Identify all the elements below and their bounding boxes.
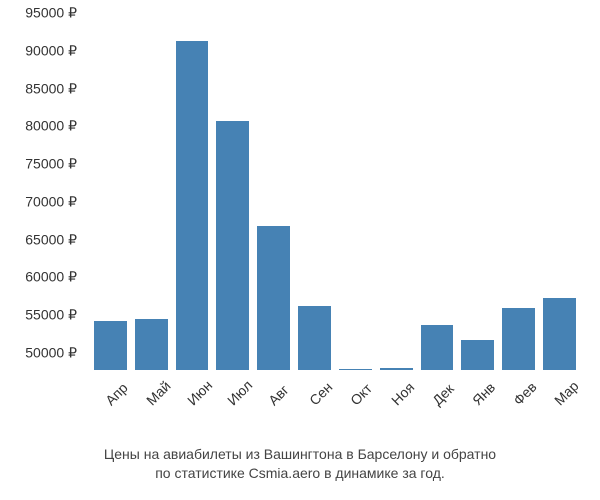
bar (339, 369, 372, 371)
y-tick-label: 90000 ₽ (25, 42, 77, 59)
y-tick-label: 50000 ₽ (25, 345, 77, 362)
bar (543, 298, 576, 370)
y-tick-label: 60000 ₽ (25, 269, 77, 286)
y-tick-label: 95000 ₽ (25, 5, 77, 22)
bars-group (90, 30, 580, 370)
bar (94, 321, 127, 370)
caption-line-2: по статистике Csmia.aero в динамике за г… (155, 465, 445, 481)
bar (216, 121, 249, 370)
bar (421, 325, 454, 370)
bar (461, 340, 494, 370)
y-tick-label: 70000 ₽ (25, 193, 77, 210)
bar (380, 368, 413, 370)
bar (257, 226, 290, 370)
bar (298, 306, 331, 370)
y-tick-label: 55000 ₽ (25, 307, 77, 324)
bar (135, 319, 168, 370)
chart-caption: Цены на авиабилеты из Вашингтона в Барсе… (0, 445, 600, 484)
y-axis: 50000 ₽ 55000 ₽ 60000 ₽ 65000 ₽ 70000 ₽ 75000… (0, 30, 85, 370)
bar (502, 308, 535, 370)
y-tick-label: 85000 ₽ (25, 80, 77, 97)
plot-area (90, 30, 580, 370)
price-chart: 50000 ₽ 55000 ₽ 60000 ₽ 65000 ₽ 70000 ₽ 75000… (0, 20, 600, 440)
y-tick-label: 80000 ₽ (25, 118, 77, 135)
caption-line-1: Цены на авиабилеты из Вашингтона в Барсе… (104, 446, 496, 462)
x-axis: АпрМайИюнИюлАвгСенОктНояДекЯнвФевМар (90, 375, 580, 435)
y-tick-label: 75000 ₽ (25, 156, 77, 173)
bar (176, 41, 209, 370)
y-tick-label: 65000 ₽ (25, 231, 77, 248)
